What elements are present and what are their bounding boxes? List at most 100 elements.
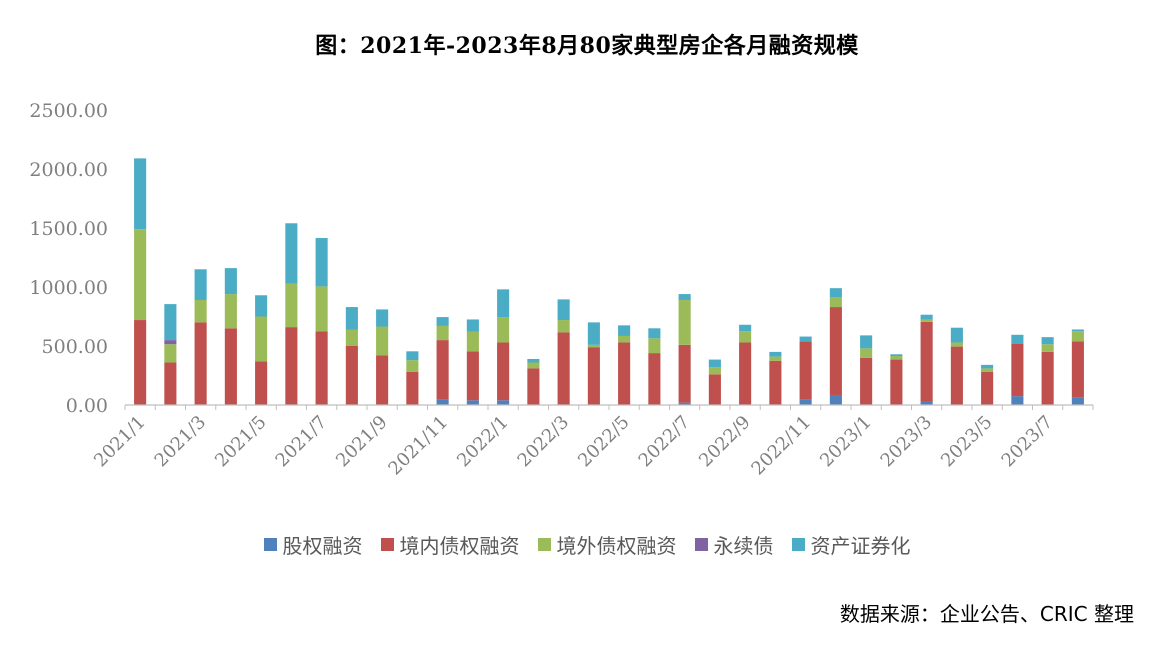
- bar-segment-4-2022-11: [799, 336, 812, 342]
- bar-segment-4-2021-9: [376, 309, 389, 327]
- x-tick-label: 2021/1: [90, 412, 150, 472]
- bar-segment-4-2023-8: [1071, 329, 1084, 332]
- bar-segment-2-2021-6: [285, 283, 298, 328]
- bar-segment-0-2021-11: [436, 399, 449, 405]
- bar-segment-0-2022-11: [799, 399, 812, 405]
- bar-segment-2-2023-5: [981, 368, 994, 372]
- x-tick-label: 2023/1: [816, 412, 876, 472]
- x-tick-label: 2022/3: [514, 412, 574, 472]
- bar-segment-4-2021-5: [255, 295, 268, 317]
- bar-segment-2-2022-4: [587, 344, 600, 348]
- y-tick-label: 2500.00: [29, 100, 108, 122]
- bar-segment-4-2023-4: [950, 327, 963, 343]
- x-tick-label: 2023/7: [998, 412, 1058, 472]
- bar-segment-1-2022-11: [799, 341, 812, 400]
- bar-segment-1-2021-1: [134, 320, 147, 405]
- bar-segment-1-2021-10: [406, 371, 419, 405]
- y-tick-label: 2000.00: [29, 159, 108, 181]
- bar-segment-1-2023-5: [981, 371, 994, 405]
- bar-segment-1-2021-8: [345, 346, 358, 405]
- y-axis: 0.00 500.00 1000.00 1500.00 2000.00 2500.00: [29, 100, 108, 417]
- y-tick-label: 0.00: [66, 395, 108, 417]
- bar-segment-2-2021-4: [224, 294, 237, 329]
- bar-segment-4-2023-6: [1011, 334, 1024, 344]
- bar-segment-4-2022-1: [497, 289, 510, 318]
- legend-swatch-perpetual: [694, 538, 708, 551]
- legend-item-equity: 股权融资: [263, 530, 363, 559]
- bar-segment-2-2021-3: [194, 299, 207, 323]
- bar-segment-0-2023-6: [1011, 396, 1024, 405]
- bar-segment-4-2022-5: [618, 325, 631, 336]
- legend-label-domestic-debt: 境内债权融资: [399, 534, 520, 558]
- x-tick-label: 2023/3: [877, 412, 937, 472]
- bar-segment-1-2022-12: [829, 307, 842, 395]
- legend-swatch-equity: [263, 538, 277, 551]
- legend: 股权融资 境内债权融资 境外债权融资 永续债 资产证券化: [0, 530, 1174, 559]
- bar-segment-4-2021-6: [285, 223, 298, 284]
- legend-label-equity: 股权融资: [282, 534, 363, 558]
- x-tick-label: 2021/5: [211, 412, 271, 472]
- bar-segment-0-2022-12: [829, 394, 842, 405]
- x-tick-label: 2021/7: [272, 412, 332, 472]
- bar-segment-2-2021-7: [315, 286, 328, 332]
- bar-segment-4-2021-3: [194, 269, 207, 300]
- bar-segment-4-2023-1: [860, 335, 873, 349]
- legend-swatch-domestic-debt: [380, 538, 394, 551]
- bar-segment-2-2021-5: [255, 316, 268, 362]
- x-tick-label: 2021/9: [332, 412, 392, 472]
- bar-segment-4-2022-12: [829, 288, 842, 298]
- bar-segment-2-2023-3: [920, 319, 933, 322]
- bar-segment-1-2021-12: [466, 351, 479, 401]
- bar-segment-2-2023-7: [1041, 344, 1054, 352]
- bar-segment-2-2021-12: [466, 331, 479, 352]
- bar-segment-4-2021-11: [436, 317, 449, 326]
- y-tick-label: 1500.00: [29, 218, 108, 240]
- x-tick-label: 2022/1: [453, 412, 513, 472]
- bar-segment-2-2023-8: [1071, 331, 1084, 342]
- x-tick-label: 2022/7: [635, 412, 695, 472]
- bar-segment-1-2023-2: [890, 359, 903, 405]
- bar-segment-1-2023-4: [950, 346, 963, 405]
- bar-segment-4-2022-7: [678, 294, 691, 300]
- bar-segment-1-2022-2: [527, 368, 540, 405]
- bar-segment-4-2022-8: [708, 359, 721, 368]
- bar-segment-2-2022-3: [557, 320, 570, 333]
- bar-segment-4-2023-3: [920, 314, 933, 320]
- bar-segment-1-2021-4: [224, 328, 237, 405]
- x-tick-label: 2023/5: [937, 412, 997, 472]
- bar-segment-2-2021-11: [436, 325, 449, 341]
- bar-segment-2-2022-2: [527, 362, 540, 369]
- bar-segment-2-2021-2: [164, 344, 177, 363]
- x-tick-label: 2022/11: [747, 412, 815, 480]
- bar-segment-4-2023-7: [1041, 337, 1054, 345]
- chart-title: 图：2021年-2023年8月80家典型房企各月融资规模: [315, 33, 859, 59]
- bar-segment-2-2022-8: [708, 367, 721, 375]
- bar-segment-4-2021-7: [315, 238, 328, 287]
- bar-segment-4-2022-9: [739, 324, 752, 332]
- bar-segment-4-2022-10: [769, 351, 782, 357]
- legend-item-securitization: 资产证券化: [791, 530, 911, 559]
- y-tick-label: 1000.00: [29, 277, 108, 299]
- bar-segment-4-2021-2: [164, 304, 177, 341]
- bar-segment-4-2021-12: [466, 319, 479, 332]
- bar-segment-1-2022-3: [557, 332, 570, 405]
- bar-segment-1-2021-6: [285, 327, 298, 405]
- bar-segment-1-2022-6: [648, 353, 661, 405]
- bar-segment-1-2022-9: [739, 342, 752, 405]
- legend-item-domestic-debt: 境内债权融资: [380, 530, 520, 559]
- x-tick-label: 2021/3: [151, 412, 211, 472]
- bar-segment-2-2021-1: [134, 229, 147, 321]
- legend-item-perpetual: 永续债: [694, 530, 774, 559]
- legend-label-overseas-debt: 境外债权融资: [556, 534, 677, 558]
- bar-segment-2-2023-2: [890, 356, 903, 360]
- bar-segment-1-2021-7: [315, 331, 328, 405]
- x-tick-label: 2022/5: [574, 412, 634, 472]
- bar-segment-2-2022-12: [829, 297, 842, 308]
- bar-segment-2-2023-1: [860, 348, 873, 358]
- bar-segment-0-2023-3: [920, 401, 933, 405]
- bar-segment-2-2022-9: [739, 331, 752, 343]
- legend-item-overseas-debt: 境外债权融资: [537, 530, 677, 559]
- bar-segment-1-2022-7: [678, 344, 691, 403]
- bar-segment-4-2022-6: [648, 328, 661, 339]
